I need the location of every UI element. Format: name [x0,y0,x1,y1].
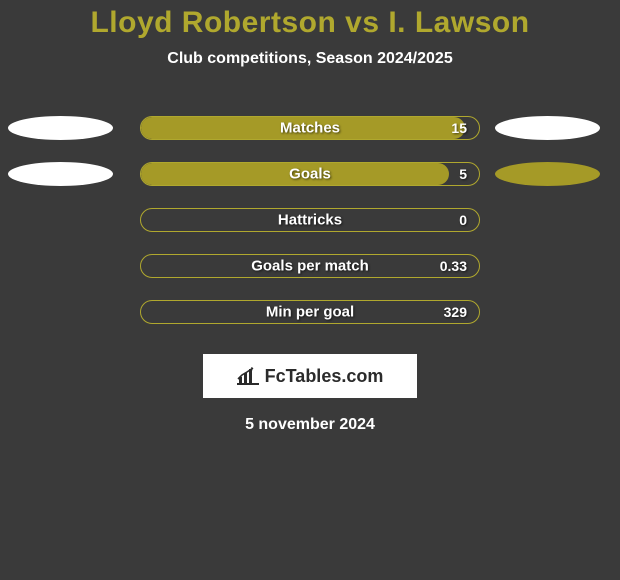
stat-label: Min per goal [266,304,354,321]
stat-label: Goals [289,166,331,183]
stat-row-goals: Goals 5 [0,162,620,186]
stat-bar-matches: Matches 15 [140,116,480,140]
page-title: Lloyd Robertson vs I. Lawson [90,6,529,40]
stat-label: Hattricks [278,212,342,229]
logo-box[interactable]: FcTables.com [203,354,417,398]
stats-area: Matches 15 Goals 5 Hattricks 0 [0,116,620,346]
main-container: Lloyd Robertson vs I. Lawson Club compet… [0,0,620,434]
page-subtitle: Club competitions, Season 2024/2025 [167,50,452,68]
stat-row-mpg: Min per goal 329 [0,300,620,324]
stat-bar-hattricks: Hattricks 0 [140,208,480,232]
stat-row-matches: Matches 15 [0,116,620,140]
left-marker-goals [8,162,113,186]
stat-bar-mpg: Min per goal 329 [140,300,480,324]
logo-text: FcTables.com [265,366,384,387]
stat-row-hattricks: Hattricks 0 [0,208,620,232]
right-marker-goals [495,162,600,186]
stat-bar-gpm: Goals per match 0.33 [140,254,480,278]
right-marker-matches [495,116,600,140]
stat-value: 15 [451,120,467,136]
stat-value: 5 [459,166,467,182]
stat-row-gpm: Goals per match 0.33 [0,254,620,278]
stat-value: 0.33 [440,258,467,274]
stat-value: 0 [459,212,467,228]
bar-chart-icon [237,367,259,385]
date-text: 5 november 2024 [245,416,375,434]
left-marker-matches [8,116,113,140]
stat-value: 329 [444,304,467,320]
stat-bar-goals: Goals 5 [140,162,480,186]
stat-label: Goals per match [251,258,369,275]
stat-label: Matches [280,120,340,137]
